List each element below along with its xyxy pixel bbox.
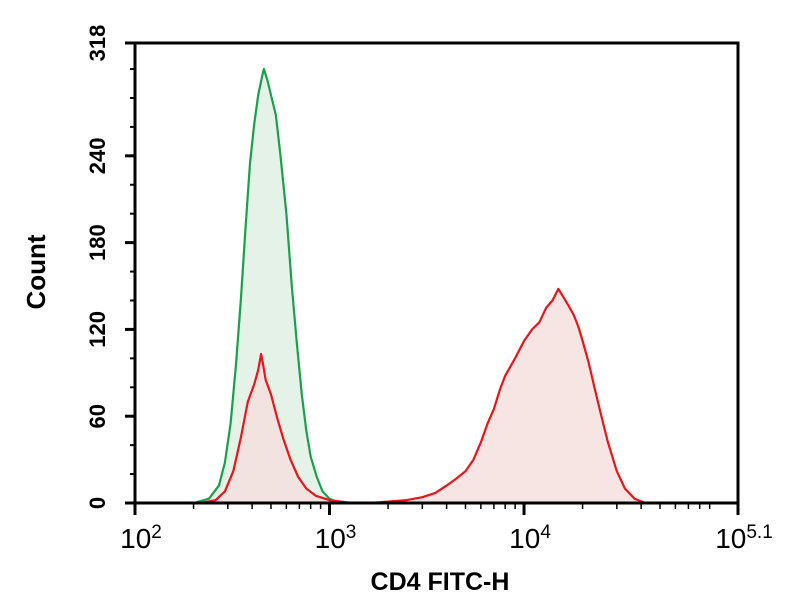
y-tick-label: 60 [85, 404, 110, 428]
x-tick-label: 104 [509, 522, 551, 554]
y-tick-label: 120 [85, 311, 110, 348]
series-layer [193, 67, 646, 505]
plot-frame [133, 41, 740, 505]
x-axis-ticks: 102 103 104 105.1 [120, 503, 773, 554]
y-tick-label: 240 [85, 137, 110, 174]
series-1-fill [201, 288, 646, 503]
x-axis-label: CD4 FITC-H [371, 568, 510, 596]
x-tick-label: 102 [120, 522, 162, 554]
x-tick-label: 105.1 [715, 522, 773, 554]
y-tick-label: 0 [85, 497, 110, 509]
y-tick-label: 318 [85, 25, 110, 62]
y-axis-ticks: 0 60 120 180 240 318 [85, 25, 135, 509]
series-0-line [193, 67, 340, 505]
series-1-line [201, 287, 646, 505]
y-tick-label: 180 [85, 224, 110, 261]
y-axis-label: Count [21, 234, 51, 309]
x-tick-label: 103 [315, 522, 357, 554]
series-0-fill [193, 69, 340, 503]
